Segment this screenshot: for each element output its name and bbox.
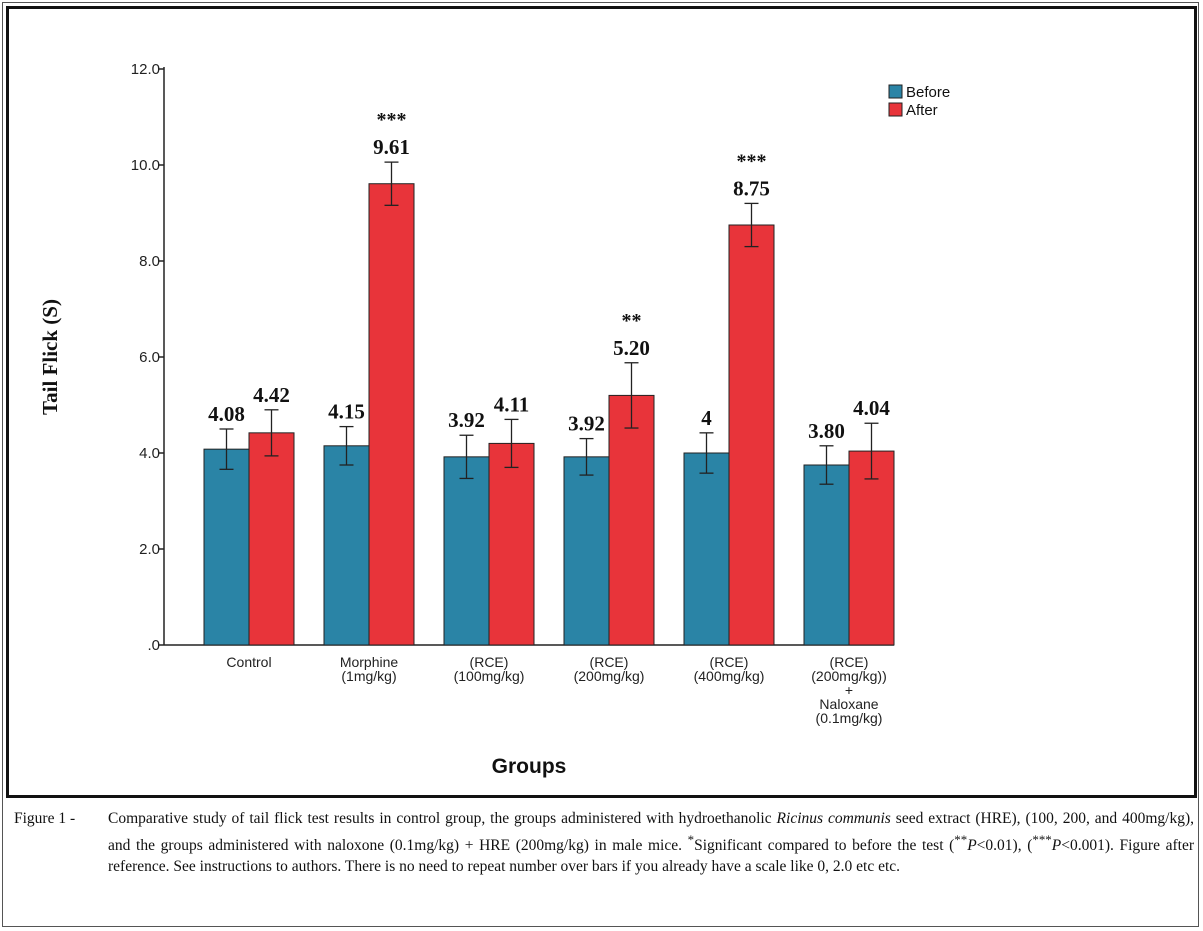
data-label: 8.75 bbox=[733, 176, 770, 200]
caption-text-4: <0.01), ( bbox=[976, 837, 1033, 855]
data-label: 3.92 bbox=[448, 408, 485, 432]
bar bbox=[488, 442, 535, 646]
bar bbox=[248, 432, 295, 646]
caption-prefix: Figure 1 - bbox=[14, 810, 76, 827]
y-tick-label: .0 bbox=[147, 637, 160, 654]
x-tick-label: (100mg/kg) bbox=[454, 668, 525, 684]
bar bbox=[443, 456, 490, 646]
y-tick-label: 10.0 bbox=[131, 157, 160, 174]
y-tick-label: 2.0 bbox=[139, 541, 160, 558]
bar bbox=[683, 452, 730, 646]
data-label: 4.15 bbox=[328, 400, 365, 424]
bar bbox=[608, 394, 655, 646]
y-axis-title: Tail Flick (S) bbox=[38, 299, 62, 415]
bar bbox=[203, 448, 250, 646]
bar-chart: .0 2.0 4.0 6.0 8.0 10.0 12.0 4.08 4.42 Control 4.1… bbox=[38, 61, 950, 778]
legend-swatch bbox=[888, 102, 903, 117]
x-tick-label: (400mg/kg) bbox=[694, 668, 765, 684]
bar bbox=[848, 450, 895, 646]
y-tick-label: 6.0 bbox=[139, 349, 160, 366]
legend-swatch bbox=[888, 84, 903, 99]
caption-text-3: Significant compared to before the test … bbox=[694, 837, 955, 855]
figure-caption: Figure 1 - Comparative study of tail fli… bbox=[14, 808, 1194, 877]
data-label: 4.11 bbox=[494, 392, 530, 416]
bar bbox=[803, 464, 850, 646]
chart-frame: .0 2.0 4.0 6.0 8.0 10.0 12.0 4.08 4.42 Control 4.1… bbox=[6, 6, 1197, 798]
caption-species: Ricinus communis bbox=[776, 810, 891, 827]
x-tick-label: (0.1mg/kg) bbox=[816, 710, 883, 726]
caption-sup-1: * bbox=[687, 832, 695, 847]
x-tick-label: + bbox=[845, 682, 853, 698]
caption-sup-3: *** bbox=[1032, 832, 1052, 847]
x-tick-label: (RCE) bbox=[710, 654, 749, 670]
data-label: 4 bbox=[701, 406, 712, 430]
legend-label: After bbox=[906, 102, 938, 119]
significance-label: ** bbox=[622, 310, 642, 332]
caption-text-5: <0.001). Figure after reference. See ins… bbox=[108, 837, 1194, 876]
caption-text-2: seed extract (HRE), (100, 200, and 400mg… bbox=[108, 810, 1195, 855]
x-tick-label: (RCE) bbox=[470, 654, 509, 670]
x-tick-label: (200mg/kg)) bbox=[811, 668, 886, 684]
caption-text-1: Comparative study of tail flick test res… bbox=[108, 810, 777, 827]
bar bbox=[728, 224, 775, 646]
x-axis-title: Groups bbox=[492, 755, 567, 778]
x-tick-label: Morphine bbox=[340, 654, 399, 670]
x-tick-label: Naloxane bbox=[819, 696, 878, 712]
x-tick-label: (1mg/kg) bbox=[341, 668, 396, 684]
data-label: 4.04 bbox=[853, 396, 890, 420]
bar bbox=[323, 445, 370, 646]
data-label: 5.20 bbox=[613, 336, 650, 360]
caption-body: Comparative study of tail flick test res… bbox=[108, 808, 1194, 877]
x-tick-label: Control bbox=[226, 654, 271, 670]
data-label: 9.61 bbox=[373, 135, 410, 159]
significance-label: *** bbox=[737, 150, 767, 172]
legend-label: Before bbox=[906, 84, 950, 101]
caption-p-1: P bbox=[967, 837, 977, 855]
bar bbox=[563, 456, 610, 646]
data-label: 4.42 bbox=[253, 383, 290, 407]
y-tick-label: 4.0 bbox=[139, 445, 160, 462]
data-label: 4.08 bbox=[208, 402, 245, 426]
x-tick-label: (RCE) bbox=[590, 654, 629, 670]
bar bbox=[368, 183, 415, 646]
data-label: 3.80 bbox=[808, 419, 845, 443]
x-tick-label: (RCE) bbox=[830, 654, 869, 670]
significance-label: *** bbox=[377, 109, 407, 131]
caption-sup-2: ** bbox=[954, 832, 968, 847]
data-label: 3.92 bbox=[568, 412, 605, 436]
x-tick-label: (200mg/kg) bbox=[574, 668, 645, 684]
y-tick-label: 12.0 bbox=[131, 61, 160, 78]
caption-p-2: P bbox=[1051, 837, 1062, 855]
y-tick-label: 8.0 bbox=[139, 253, 160, 270]
